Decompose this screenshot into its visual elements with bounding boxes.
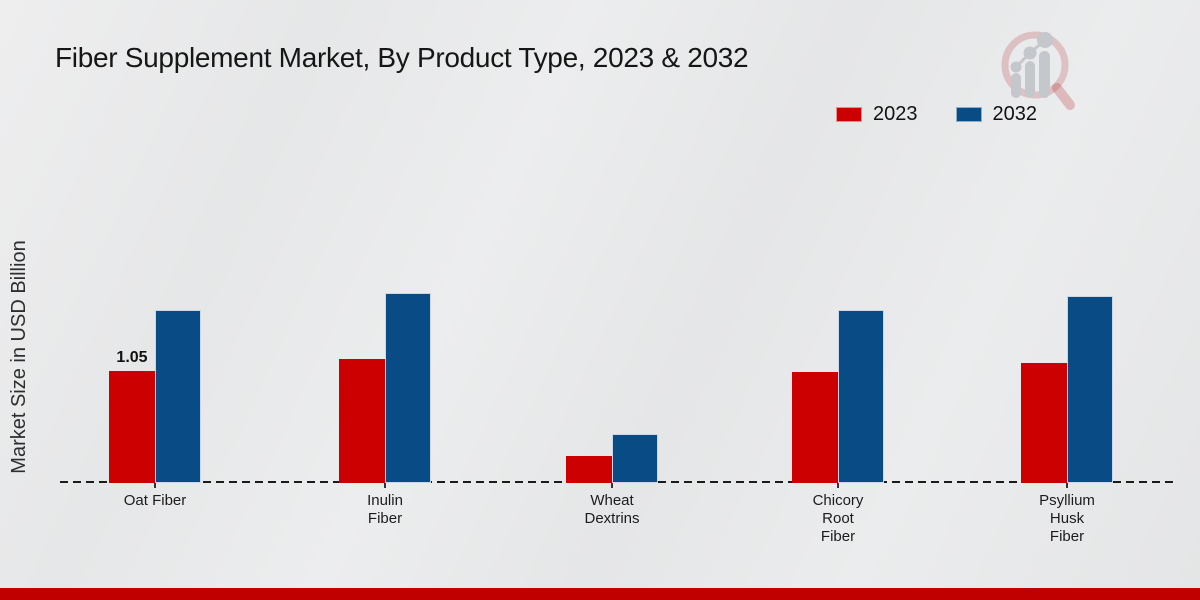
legend-label: 2023: [873, 103, 918, 125]
x-axis-tick: [384, 483, 386, 488]
category-label-wheat-dextrins: Wheat Dextrins: [584, 492, 640, 527]
page-title: Fiber Supplement Market, By Product Type…: [55, 42, 749, 73]
bar-2032-inulin-fiber: [385, 293, 431, 483]
x-axis-tick: [1066, 483, 1068, 488]
bar-2023-inulin-fiber: [339, 359, 385, 483]
bar-2032-wheat-dextrins: [612, 434, 658, 483]
legend-swatch-2023: [836, 107, 862, 122]
category-label-chicory-root-fiber: Chicory Root Fiber: [812, 492, 864, 545]
bar-2032-oat-fiber: [155, 310, 201, 483]
bar-2023-oat-fiber: [109, 371, 155, 483]
bar-2023-psyllium-husk-fiber: [1021, 363, 1067, 483]
legend-label: 2032: [992, 103, 1038, 125]
legend-swatch-2032: [955, 107, 982, 122]
category-label-oat-fiber: Oat Fiber: [123, 492, 187, 509]
bar-2032-chicory-root-fiber: [838, 310, 884, 483]
bar-2032-psyllium-husk-fiber: [1067, 296, 1113, 483]
x-axis-tick: [837, 483, 839, 488]
legend-item-2032: 2032: [955, 103, 1038, 126]
legend-item-2023: 2023: [836, 103, 918, 126]
x-axis-tick: [611, 483, 613, 488]
category-label-inulin-fiber: Inulin Fiber: [367, 492, 403, 527]
bar-value-label: 1.05: [116, 349, 148, 366]
legend: 2023 2032: [836, 103, 1037, 126]
bar-2023-chicory-root-fiber: [792, 372, 838, 483]
category-label-psyllium-husk-fiber: Psyllium Husk Fiber: [1039, 492, 1095, 545]
bar-2023-wheat-dextrins: [566, 456, 612, 483]
x-axis-tick: [154, 483, 156, 488]
footer-accent-bar: [0, 588, 1200, 600]
magnifier-bar-chart-logo-icon: [1001, 31, 1075, 110]
